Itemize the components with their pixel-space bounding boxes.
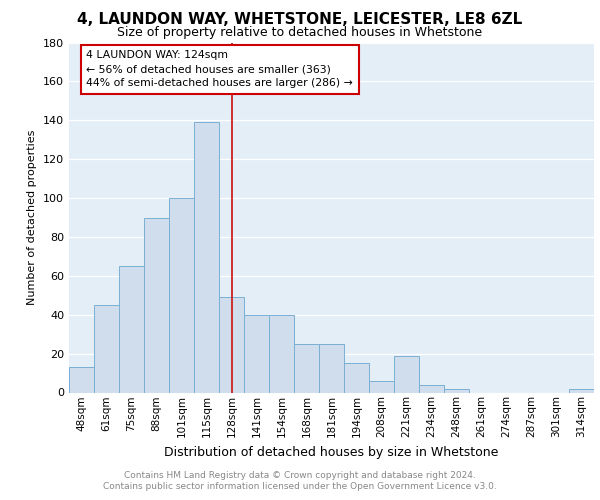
- Bar: [445, 388, 469, 392]
- Text: Size of property relative to detached houses in Whetstone: Size of property relative to detached ho…: [118, 26, 482, 39]
- Bar: [269, 314, 293, 392]
- Bar: [169, 198, 194, 392]
- Bar: [569, 388, 593, 392]
- Bar: [220, 297, 244, 392]
- Bar: [119, 266, 143, 392]
- Bar: [419, 384, 443, 392]
- Bar: [344, 364, 368, 392]
- Bar: [194, 122, 218, 392]
- Bar: [295, 344, 319, 393]
- Bar: [394, 356, 419, 393]
- Bar: [94, 305, 119, 392]
- Bar: [319, 344, 344, 393]
- Text: Contains HM Land Registry data © Crown copyright and database right 2024.: Contains HM Land Registry data © Crown c…: [124, 471, 476, 480]
- Y-axis label: Number of detached properties: Number of detached properties: [28, 130, 37, 305]
- Text: 4, LAUNDON WAY, WHETSTONE, LEICESTER, LE8 6ZL: 4, LAUNDON WAY, WHETSTONE, LEICESTER, LE…: [77, 12, 523, 28]
- X-axis label: Distribution of detached houses by size in Whetstone: Distribution of detached houses by size …: [164, 446, 499, 458]
- Bar: [145, 218, 169, 392]
- Text: Contains public sector information licensed under the Open Government Licence v3: Contains public sector information licen…: [103, 482, 497, 491]
- Bar: [370, 381, 394, 392]
- Text: 4 LAUNDON WAY: 124sqm
← 56% of detached houses are smaller (363)
44% of semi-det: 4 LAUNDON WAY: 124sqm ← 56% of detached …: [86, 50, 353, 88]
- Bar: [70, 367, 94, 392]
- Bar: [244, 314, 269, 392]
